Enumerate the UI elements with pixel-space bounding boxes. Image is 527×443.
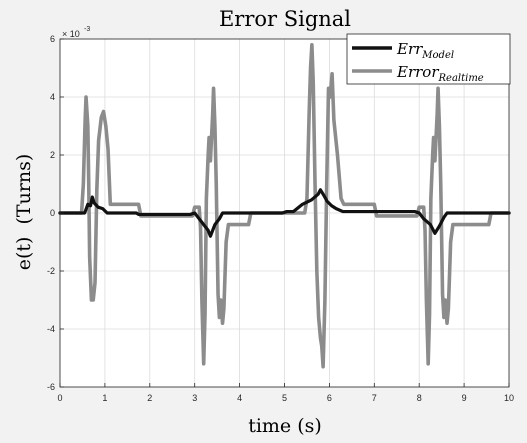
series-line-err-model <box>58 188 511 238</box>
y-exponent-base: × 10 <box>62 29 80 39</box>
x-tick-label: 1 <box>102 393 107 403</box>
chart-title: Error Signal <box>219 7 351 31</box>
y-axis-label: e(t) (Turns) <box>13 154 35 271</box>
legend-model-sub: Model <box>421 50 454 61</box>
x-ticks: 0 1 2 3 4 5 6 7 8 9 10 <box>57 383 514 403</box>
legend-label-realtime: ErrorRealtime <box>396 63 484 84</box>
y-tick-label: -4 <box>47 324 55 334</box>
y-tick-label: -6 <box>47 382 55 392</box>
y-ticks: -6 -4 -2 0 2 4 6 <box>47 34 64 392</box>
x-tick-label: 6 <box>327 393 332 403</box>
x-tick-label: 3 <box>192 393 197 403</box>
series-line-error-realtime <box>58 43 511 369</box>
x-tick-label: 7 <box>372 393 377 403</box>
legend-realtime-main: Error <box>396 63 439 81</box>
y-tick-label: 0 <box>50 208 55 218</box>
y-tick-label: 4 <box>50 92 55 102</box>
legend-realtime-sub: Realtime <box>438 73 484 84</box>
legend-model-main: Err <box>396 40 423 58</box>
legend-label-model: ErrModel <box>396 40 454 61</box>
x-tick-label: 4 <box>237 393 242 403</box>
y-tick-label: 6 <box>50 34 55 44</box>
x-tick-label: 2 <box>147 393 152 403</box>
legend-box <box>346 33 511 85</box>
y-tick-label: 2 <box>50 150 55 160</box>
y-exponent-power: -3 <box>84 26 90 33</box>
legend: ErrModel ErrorRealtime <box>346 33 511 85</box>
y-exponent-label: × 10 -3 <box>62 26 90 39</box>
x-tick-label: 10 <box>504 393 514 403</box>
x-tick-label: 5 <box>282 393 287 403</box>
x-tick-label: 8 <box>417 393 422 403</box>
series-layer <box>58 43 511 369</box>
y-tick-label: -2 <box>47 266 55 276</box>
x-tick-label: 0 <box>57 393 62 403</box>
x-axis-label: time (s) <box>248 415 322 437</box>
x-tick-label: 9 <box>462 393 467 403</box>
